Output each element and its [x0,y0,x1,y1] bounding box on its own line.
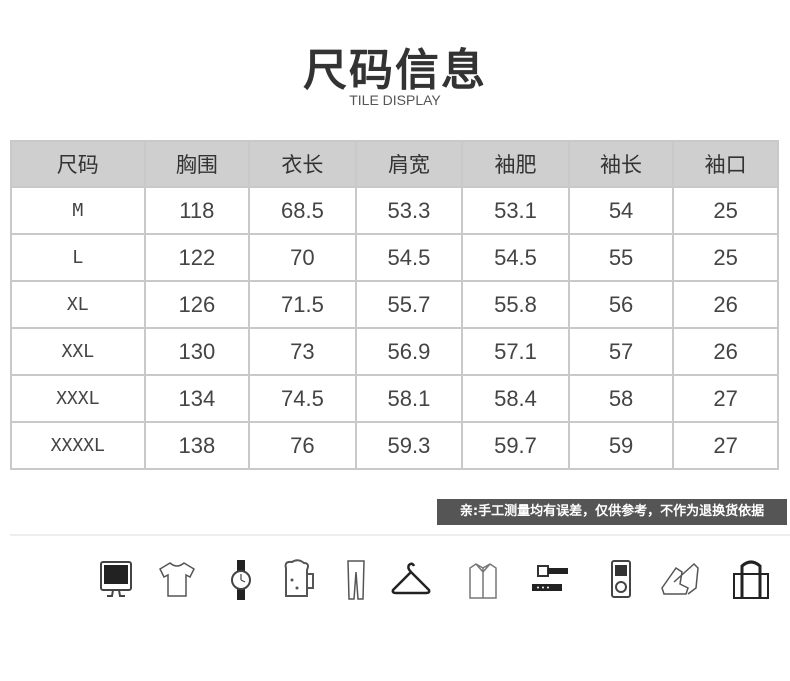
column-header: 袖长 [567,140,675,188]
divider [10,534,790,536]
measurement-cell: 55.8 [461,280,570,329]
page-subtitle: TILE DISPLAY [349,92,441,108]
measurement-cell: 59.3 [354,421,464,470]
measurement-cell: 26 [672,327,779,376]
measurement-cell: 54.5 [354,233,464,282]
column-header: 尺码 [10,140,146,188]
column-header: 胸围 [143,140,251,188]
measurement-cell: 57 [567,327,675,376]
hanger-icon [391,562,431,595]
monitor-icon [100,561,132,597]
measurement-cell: 54 [567,186,675,235]
measurement-cell: 54.5 [461,233,570,282]
measurement-cell: 25 [672,186,779,235]
size-label-cell: L [10,233,146,282]
measurement-cell: 71.5 [248,280,357,329]
column-header: 袖口 [672,140,779,188]
measurement-cell: 70 [248,233,357,282]
measurement-cell: 27 [672,421,779,470]
measurement-cell: 56.9 [354,327,464,376]
music-player-icon [611,560,631,598]
measurement-cell: 59.7 [461,421,570,470]
table-row: XXL 130 73 56.9 57.1 57 26 [10,327,779,376]
icon-row [90,558,780,606]
table-row: XXXL 134 74.5 58.1 58.4 58 27 [10,374,779,423]
size-label-cell: XXXXL [10,421,146,470]
measurement-cell: 122 [143,233,251,282]
jeans-icon [347,560,365,600]
measurement-cell: 130 [143,327,251,376]
measurement-cell: 57.1 [461,327,570,376]
bag-icon [733,560,769,599]
measurement-cell: 68.5 [248,186,357,235]
measurement-cell: 76 [248,421,357,470]
measurement-cell: 53.1 [461,186,570,235]
beer-mug-icon [284,559,314,597]
measurement-cell: 138 [143,421,251,470]
size-label-cell: XXL [10,327,146,376]
measurement-cell: 55.7 [354,280,464,329]
column-header: 肩宽 [354,140,464,188]
table-row: XXXXL 138 76 59.3 59.7 59 27 [10,421,779,470]
measurement-cell: 74.5 [248,374,357,423]
measurement-cell: 59 [567,421,675,470]
measurement-cell: 25 [672,233,779,282]
table-header-row: 尺码 胸围 衣长 肩宽 袖肥 袖长 袖口 [10,140,779,188]
sneakers-icon [661,562,699,595]
measurement-cell: 58 [567,374,675,423]
measurement-cell: 58.1 [354,374,464,423]
measurement-cell: 27 [672,374,779,423]
column-header: 袖肥 [461,140,570,188]
table-row: XL 126 71.5 55.7 55.8 56 26 [10,280,779,329]
tshirt-icon [159,562,195,597]
column-header: 衣长 [248,140,357,188]
size-label-cell: M [10,186,146,235]
belt-icon [532,565,568,591]
page-title: 尺码信息 [303,45,487,96]
measurement-cell: 73 [248,327,357,376]
measurement-cell: 134 [143,374,251,423]
measurement-cell: 53.3 [354,186,464,235]
measurement-cell: 26 [672,280,779,329]
measurement-cell: 126 [143,280,251,329]
measurement-cell: 118 [143,186,251,235]
table-row: M 118 68.5 53.3 53.1 54 25 [10,186,779,235]
size-label-cell: XXXL [10,374,146,423]
size-table: 尺码 胸围 衣长 肩宽 袖肥 袖长 袖口 M 118 68.5 53.3 53.1 54 25 L 122 7… [10,140,779,470]
table-row: L 122 70 54.5 54.5 55 25 [10,233,779,282]
size-label-cell: XL [10,280,146,329]
watch-icon [231,560,251,600]
shirt-icon [469,563,497,599]
measurement-cell: 55 [567,233,675,282]
measurement-note: 亲:手工测量均有误差，仅供参考，不作为退换货依据 [437,499,787,525]
measurement-cell: 56 [567,280,675,329]
measurement-cell: 58.4 [461,374,570,423]
